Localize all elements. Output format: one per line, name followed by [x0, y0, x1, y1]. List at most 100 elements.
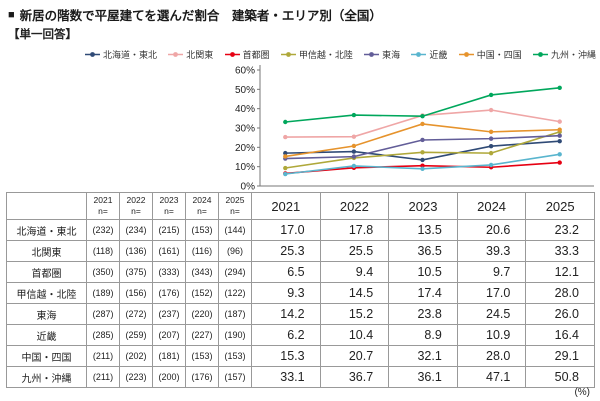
data-point: [488, 162, 494, 168]
data-point: [283, 154, 288, 159]
n-header-label: n=: [230, 206, 240, 216]
n-column-header: 2024 n=: [186, 193, 219, 220]
data-point: [488, 143, 494, 149]
legend-item: 北関東: [167, 48, 213, 61]
data-point: [283, 134, 288, 140]
y-axis-tick-label: 20%: [235, 143, 255, 154]
answer-type-label: 【単一回答】: [8, 29, 77, 41]
data-point: [351, 134, 357, 139]
legend-item: 中国・四国: [458, 48, 522, 61]
legend-item: 近畿: [410, 48, 447, 61]
percent-value: 36.7: [320, 367, 390, 388]
legend-label: 首都圏: [242, 49, 270, 60]
data-point: [283, 119, 288, 125]
percent-value: 10.9: [457, 325, 527, 346]
legend-marker-icon: [458, 51, 474, 57]
data-point: [420, 137, 425, 143]
region-label: 近畿: [7, 325, 87, 346]
legend-item: 九州・沖縄: [532, 48, 596, 61]
sample-size-value: (223): [120, 367, 153, 388]
sample-size-value: (211): [87, 346, 120, 367]
legend-label: 甲信越・北陸: [298, 49, 353, 60]
percent-value: 15.2: [320, 304, 390, 325]
n-column-header: 2022 n=: [120, 193, 153, 220]
title-bullet-icon: ■: [8, 8, 15, 21]
sample-size-value: (157): [219, 367, 252, 388]
sample-size-value: (156): [120, 283, 153, 304]
legend-label: 北海道・東北: [103, 49, 158, 60]
percent-value: 50.8: [526, 367, 595, 388]
sample-size-value: (144): [219, 220, 252, 241]
sample-size-value: (285): [87, 325, 120, 346]
percent-value: 26.0: [526, 304, 595, 325]
data-point: [557, 127, 562, 132]
sample-size-value: (333): [153, 262, 186, 283]
percent-value: 14.5: [320, 283, 390, 304]
percent-value: 17.4: [389, 283, 458, 304]
percent-value: 9.7: [457, 262, 527, 283]
percent-value: 23.8: [389, 304, 458, 325]
legend-item: 甲信越・北陸: [280, 48, 353, 61]
percent-value: 12.1: [526, 262, 595, 283]
percent-value: 24.5: [457, 304, 527, 325]
sample-size-value: (161): [153, 241, 186, 262]
percent-value: 9.3: [252, 283, 321, 304]
data-point: [420, 114, 425, 119]
legend-marker-icon: [364, 51, 380, 57]
percent-value: 15.3: [252, 346, 321, 367]
data-point: [557, 119, 562, 124]
legend-label: 東海: [382, 49, 401, 60]
data-point: [351, 154, 357, 159]
data-point: [557, 133, 562, 138]
percent-value: 9.4: [320, 262, 390, 283]
sample-size-value: (190): [219, 325, 252, 346]
region-label: 甲信越・北陸: [7, 283, 87, 304]
sample-size-value: (152): [186, 283, 219, 304]
data-point: [351, 163, 357, 169]
n-header-label: n=: [164, 206, 174, 216]
sample-size-value: (153): [186, 220, 219, 241]
n-header-year: 2024: [192, 195, 212, 206]
year-column-header: 2021: [252, 193, 321, 220]
page-title: 新居の階数で平屋建てを選んだ割合 建築者・エリア別（全国）: [19, 9, 382, 23]
sample-size-value: (234): [120, 220, 153, 241]
sample-size-value: (116): [186, 241, 219, 262]
percent-value: 39.3: [457, 241, 527, 262]
sample-size-value: (189): [87, 283, 120, 304]
page-title-row: ■ 新居の階数で平屋建てを選んだ割合 建築者・エリア別（全国）: [8, 5, 382, 24]
sample-size-value: (294): [219, 262, 252, 283]
percent-value: 33.1: [252, 367, 321, 388]
region-label: 北関東: [7, 241, 87, 262]
percent-value: 8.9: [389, 325, 458, 346]
percent-value: 17.8: [320, 220, 390, 241]
sample-size-value: (211): [87, 367, 120, 388]
n-column-header: 2021 n=: [87, 193, 120, 220]
year-column-header: 2024: [457, 193, 527, 220]
percent-value: 36.5: [389, 241, 458, 262]
percent-value: 23.2: [526, 220, 595, 241]
n-header-label: n=: [197, 206, 207, 216]
sample-size-value: (122): [219, 283, 252, 304]
y-axis-tick-label: 40%: [235, 104, 255, 115]
percent-value: 25.3: [252, 241, 321, 262]
percent-value: 6.5: [252, 262, 321, 283]
sample-size-value: (232): [87, 220, 120, 241]
legend-marker-icon: [168, 51, 184, 57]
percent-value: 20.6: [457, 220, 527, 241]
region-label: 東海: [7, 304, 87, 325]
legend-label: 九州・沖縄: [550, 49, 596, 60]
data-point: [488, 150, 494, 156]
percent-value: 36.1: [389, 367, 458, 388]
data-point: [283, 150, 288, 156]
region-label: 中国・四国: [7, 346, 87, 367]
n-header-year: 2021: [93, 195, 113, 206]
region-label: 九州・沖縄: [7, 367, 87, 388]
sample-size-value: (153): [219, 346, 252, 367]
sample-size-value: (375): [120, 262, 153, 283]
legend-label: 北関東: [186, 49, 214, 60]
year-column-header: 2025: [526, 193, 595, 220]
sample-size-value: (187): [219, 304, 252, 325]
year-column-header: 2023: [389, 193, 458, 220]
region-label: 北海道・東北: [7, 220, 87, 241]
data-point: [420, 163, 425, 168]
